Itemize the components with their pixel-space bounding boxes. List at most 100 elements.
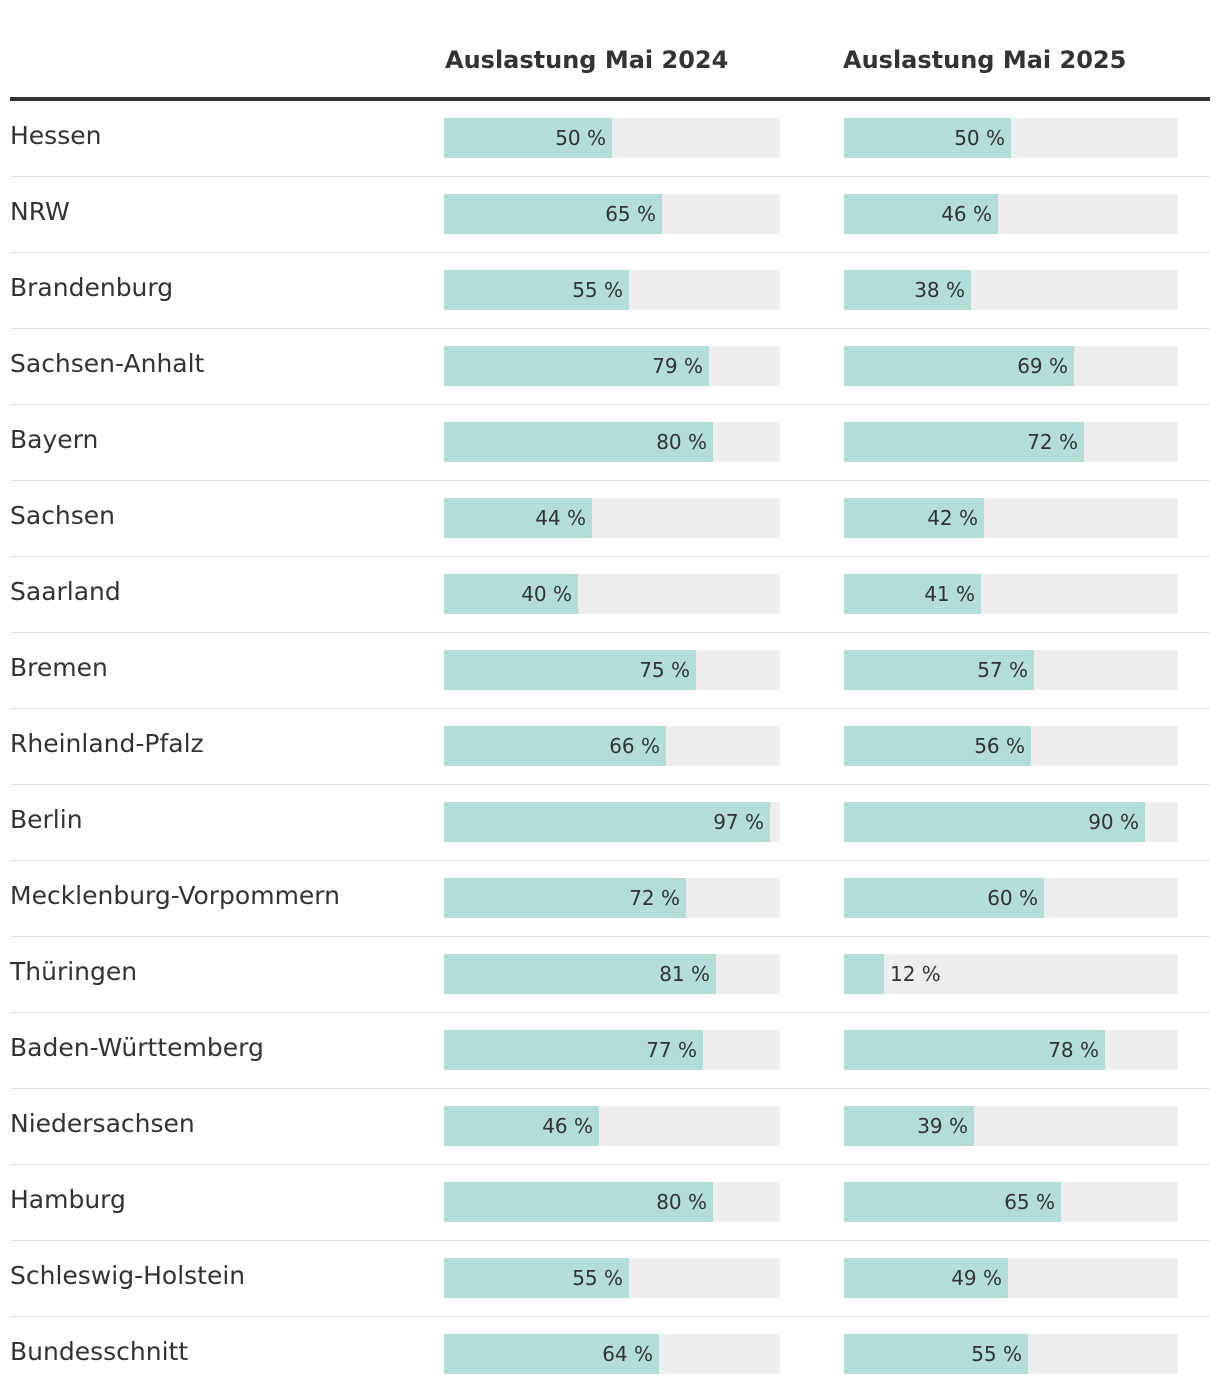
bar-track-2024: 55 % <box>444 270 780 310</box>
bar-2025 <box>844 1334 1028 1374</box>
bar-track-2025: 65 % <box>844 1182 1178 1222</box>
table-row: Hessen 50 % 50 % <box>10 101 1210 177</box>
bar-value-label-2024: 97 % <box>713 810 764 834</box>
bar-value-label-2025: 41 % <box>924 582 975 606</box>
bar-2024 <box>444 1182 713 1222</box>
bar-track-2024: 50 % <box>444 118 780 158</box>
bar-2025 <box>844 1106 974 1146</box>
bar-value-label-2024: 55 % <box>572 278 623 302</box>
bar-2025 <box>844 1030 1105 1070</box>
row-label: Sachsen <box>10 501 116 530</box>
bar-2024 <box>444 270 629 310</box>
bar-value-label-2024: 55 % <box>572 1266 623 1290</box>
bar-track-2025: 42 % <box>844 498 1178 538</box>
bar-track-2025: 41 % <box>844 574 1178 614</box>
bar-track-2025: 90 % <box>844 802 1178 842</box>
column-header-2024: Auslastung Mai 2024 <box>445 46 729 74</box>
bar-value-label-2025: 60 % <box>987 886 1038 910</box>
table-row: Bayern 80 % 72 % <box>10 405 1210 481</box>
row-label: Sachsen-Anhalt <box>10 349 205 378</box>
bar-track-2025: 56 % <box>844 726 1178 766</box>
bar-2025 <box>844 118 1011 158</box>
column-header-2025: Auslastung Mai 2025 <box>843 46 1127 74</box>
bar-2025 <box>844 726 1031 766</box>
bar-value-label-2025: 50 % <box>954 126 1005 150</box>
bar-track-2024: 65 % <box>444 194 780 234</box>
bar-value-label-2025: 38 % <box>914 278 965 302</box>
row-label: Rheinland-Pfalz <box>10 729 204 758</box>
bar-2024 <box>444 1106 599 1146</box>
row-label: NRW <box>10 197 70 226</box>
bar-value-label-2024: 81 % <box>659 962 710 986</box>
bar-value-label-2025: 65 % <box>1004 1190 1055 1214</box>
bar-track-2024: 80 % <box>444 422 780 462</box>
bar-2024 <box>444 802 770 842</box>
bar-value-label-2024: 46 % <box>542 1114 593 1138</box>
bar-track-2025: 55 % <box>844 1334 1178 1374</box>
bar-value-label-2024: 80 % <box>656 1190 707 1214</box>
table-row: NRW 65 % 46 % <box>10 177 1210 253</box>
bar-track-2024: 72 % <box>444 878 780 918</box>
bar-2024 <box>444 1334 659 1374</box>
table-row: Thüringen 81 % 12 % <box>10 937 1210 1013</box>
bar-2025 <box>844 954 884 994</box>
bar-track-2024: 97 % <box>444 802 780 842</box>
bar-value-label-2025: 72 % <box>1027 430 1078 454</box>
bar-track-2025: 49 % <box>844 1258 1178 1298</box>
bar-track-2024: 40 % <box>444 574 780 614</box>
bar-2024 <box>444 1258 629 1298</box>
bar-value-label-2024: 79 % <box>652 354 703 378</box>
bar-value-label-2025: 57 % <box>977 658 1028 682</box>
bar-2025 <box>844 346 1074 386</box>
bar-value-label-2024: 64 % <box>602 1342 653 1366</box>
row-label: Hamburg <box>10 1185 126 1214</box>
bar-track-2025: 38 % <box>844 270 1178 310</box>
bar-value-label-2025: 55 % <box>971 1342 1022 1366</box>
bar-track-2024: 79 % <box>444 346 780 386</box>
bar-value-label-2024: 44 % <box>535 506 586 530</box>
row-label: Schleswig-Holstein <box>10 1261 246 1290</box>
bar-2025 <box>844 1182 1061 1222</box>
bar-value-label-2025: 69 % <box>1017 354 1068 378</box>
row-label: Bremen <box>10 653 108 682</box>
bar-track-2025: 69 % <box>844 346 1178 386</box>
bar-2025 <box>844 422 1084 462</box>
bar-value-label-2024: 66 % <box>609 734 660 758</box>
bar-2024 <box>444 498 592 538</box>
table-row: Bremen 75 % 57 % <box>10 633 1210 709</box>
bar-track-2025: 57 % <box>844 650 1178 690</box>
table-row: Sachsen-Anhalt 79 % 69 % <box>10 329 1210 405</box>
bar-value-label-2024: 72 % <box>629 886 680 910</box>
bar-2024 <box>444 346 709 386</box>
bar-value-label-2025: 49 % <box>951 1266 1002 1290</box>
bar-2024 <box>444 574 578 614</box>
bar-track-2024: 44 % <box>444 498 780 538</box>
row-label: Thüringen <box>10 957 138 986</box>
bar-track-2025: 72 % <box>844 422 1178 462</box>
bar-2024 <box>444 878 686 918</box>
bar-2025 <box>844 1258 1008 1298</box>
row-label: Saarland <box>10 577 121 606</box>
table-row: Brandenburg 55 % 38 % <box>10 253 1210 329</box>
bar-track-2025: 12 % <box>844 954 1178 994</box>
table-row: Bundesschnitt 64 % 55 % <box>10 1317 1210 1392</box>
bar-value-label-2024: 75 % <box>639 658 690 682</box>
table-body: Hessen 50 % 50 % NRW 65 % 46 % Brandenburg 55 %… <box>10 101 1210 1392</box>
table-row: Saarland 40 % 41 % <box>10 557 1210 633</box>
bar-track-2025: 50 % <box>844 118 1178 158</box>
bar-2025 <box>844 650 1034 690</box>
table-row: Niedersachsen 46 % 39 % <box>10 1089 1210 1165</box>
bar-track-2025: 60 % <box>844 878 1178 918</box>
bar-track-2024: 77 % <box>444 1030 780 1070</box>
row-label: Bundesschnitt <box>10 1337 189 1366</box>
table-header: Auslastung Mai 2024 Auslastung Mai 2025 <box>10 0 1210 101</box>
table-row: Sachsen 44 % 42 % <box>10 481 1210 557</box>
bar-2024 <box>444 1030 703 1070</box>
bar-2025 <box>844 194 998 234</box>
bar-value-label-2024: 40 % <box>521 582 572 606</box>
bar-value-label-2024: 77 % <box>646 1038 697 1062</box>
bar-track-2025: 78 % <box>844 1030 1178 1070</box>
bar-value-label-2024: 80 % <box>656 430 707 454</box>
table-row: Mecklenburg-Vorpommern 72 % 60 % <box>10 861 1210 937</box>
bar-value-label-2025: 90 % <box>1088 810 1139 834</box>
